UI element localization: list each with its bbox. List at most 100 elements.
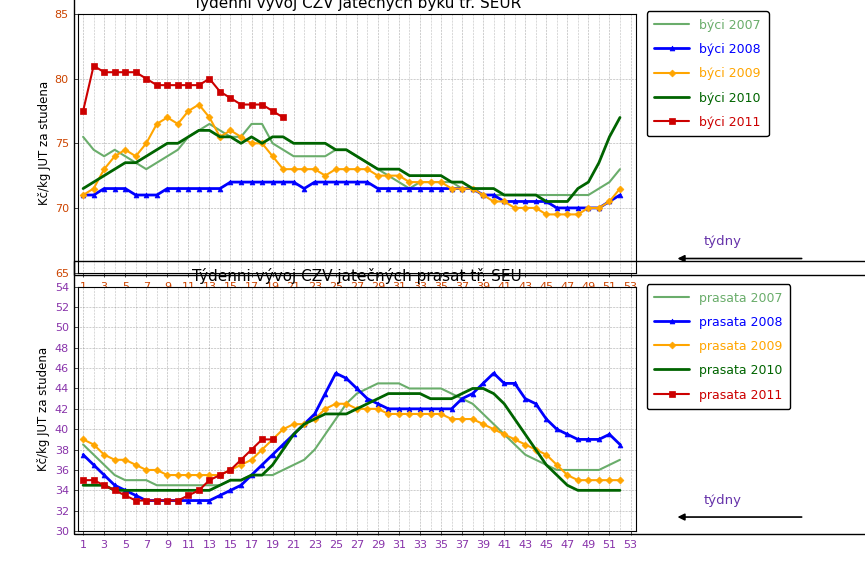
Legend: prasata 2007, prasata 2008, prasata 2009, prasata 2010, prasata 2011: prasata 2007, prasata 2008, prasata 2009… [647,284,791,409]
prasata 2011 [267,436,278,443]
býci 2008 [373,185,383,192]
prasata 2011 [194,487,204,493]
prasata 2011 [99,482,109,488]
býci 2008 [615,192,625,198]
býci 2011 [151,82,162,89]
býci 2011 [278,114,288,121]
Line: prasata 2011: prasata 2011 [80,437,275,504]
prasata 2008 [120,487,131,493]
býci 2009 [78,192,88,198]
býci 2010 [330,147,341,153]
prasata 2007 [151,482,162,488]
prasata 2010 [78,482,88,488]
býci 2007 [436,179,446,185]
prasata 2007 [120,477,131,483]
Text: týdny: týdny [703,235,741,248]
býci 2011 [247,101,257,108]
býci 2010 [615,114,625,121]
prasata 2010 [110,487,120,493]
Line: býci 2008: býci 2008 [80,180,623,210]
prasata 2009 [330,400,341,407]
býci 2011 [141,75,151,82]
prasata 2007 [446,390,457,397]
prasata 2011 [173,497,183,504]
býci 2011 [267,108,278,115]
prasata 2010 [341,411,351,418]
býci 2008 [78,192,88,198]
býci 2011 [78,108,88,115]
Title: Týdenni vývoj CZV jatečných prasat tř. SEU: Týdenni vývoj CZV jatečných prasat tř. S… [192,268,522,284]
býci 2009 [615,185,625,192]
býci 2011 [236,101,247,108]
prasata 2009 [573,477,583,483]
prasata 2008 [446,405,457,412]
býci 2007 [415,179,426,185]
prasata 2010 [615,487,625,493]
prasata 2011 [204,477,215,483]
býci 2008 [436,185,446,192]
býci 2011 [110,69,120,76]
býci 2009 [373,172,383,179]
Text: týdny: týdny [703,493,741,507]
prasata 2010 [415,390,426,397]
prasata 2008 [78,451,88,458]
býci 2009 [278,166,288,173]
býci 2008 [415,185,426,192]
býci 2011 [204,75,215,82]
prasata 2009 [120,456,131,463]
prasata 2011 [257,436,267,443]
býci 2010 [426,172,436,179]
prasata 2007 [373,380,383,387]
býci 2011 [162,82,172,89]
Line: prasata 2010: prasata 2010 [83,388,620,490]
prasata 2007 [615,456,625,463]
býci 2011 [183,82,194,89]
býci 2008 [278,179,288,185]
býci 2007 [120,153,131,160]
prasata 2007 [78,441,88,448]
Line: prasata 2008: prasata 2008 [80,371,623,503]
býci 2010 [120,160,131,166]
prasata 2011 [151,497,162,504]
prasata 2008 [141,497,151,504]
prasata 2007 [426,385,436,392]
prasata 2009 [267,436,278,443]
prasata 2011 [236,456,247,463]
býci 2007 [204,121,215,128]
prasata 2009 [615,477,625,483]
prasata 2008 [615,441,625,448]
býci 2007 [341,147,351,153]
býci 2007 [615,166,625,173]
býci 2007 [478,192,489,198]
býci 2010 [404,172,414,179]
býci 2009 [194,101,204,108]
býci 2008 [341,179,351,185]
býci 2009 [415,179,426,185]
býci 2010 [267,134,278,140]
Title: Týdenni vývoj CZV jatečných býků tř. SEUR: Týdenni vývoj CZV jatečných býků tř. SEU… [193,0,521,11]
Y-axis label: Kč/kg JUT za studena: Kč/kg JUT za studena [37,347,50,471]
býci 2011 [88,62,99,69]
býci 2009 [120,147,131,153]
prasata 2010 [373,395,383,402]
prasata 2009 [373,405,383,412]
Line: prasata 2007: prasata 2007 [83,383,620,485]
prasata 2011 [78,477,88,483]
prasata 2008 [426,405,436,412]
prasata 2010 [436,395,446,402]
býci 2008 [225,179,235,185]
býci 2007 [78,134,88,140]
prasata 2011 [162,497,172,504]
býci 2008 [552,205,562,211]
býci 2007 [373,166,383,173]
prasata 2011 [131,497,141,504]
prasata 2009 [78,436,88,443]
býci 2009 [341,166,351,173]
prasata 2007 [341,400,351,407]
prasata 2008 [330,370,341,377]
býci 2009 [541,211,552,218]
prasata 2011 [110,487,120,493]
Line: býci 2011: býci 2011 [80,63,286,120]
Line: býci 2009: býci 2009 [80,102,623,217]
prasata 2007 [383,380,394,387]
